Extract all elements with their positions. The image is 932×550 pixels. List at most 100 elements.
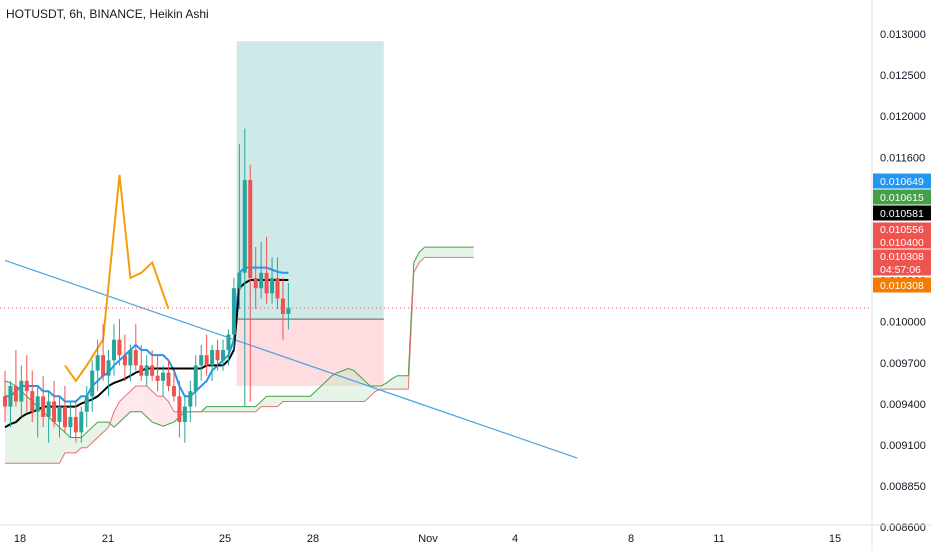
cloud-segment [261,396,267,407]
candle-body [210,350,215,366]
senkou-span-a [4,246,474,438]
price-tag [873,262,931,276]
cloud-segment [163,396,169,427]
time-tick-label: 8 [628,533,634,545]
candle-body [24,380,29,392]
price-tick-label: 0.011600 [880,152,925,164]
candle-body [253,277,258,289]
time-axis: 18 21 25 28 Nov 4 8 11 15 [0,524,932,545]
cloud-segment [451,247,458,258]
cloud-segment [375,386,382,392]
target-zone [236,41,384,320]
candle-body [270,277,275,294]
cloud-segment [59,427,65,464]
cloud-segment [130,386,136,412]
candle-body [259,272,264,289]
price-tag [873,173,931,189]
cloud-segment [446,247,452,258]
cloud-segment [462,247,469,258]
candle-body [226,334,231,350]
cloud-segment [228,406,234,412]
candle-body [231,288,236,335]
tenkan-sen-line [5,266,289,403]
price-tick-label: 0.009400 [880,399,926,411]
candle-body [35,396,40,412]
candle-body [275,277,280,299]
price-tick-label: 0.012500 [880,70,926,82]
cloud-segment [37,406,44,464]
price-tag-label: 0.010308 [880,280,924,292]
cloud-segment [206,406,213,412]
cloud-segment [141,386,147,417]
candle-body [177,396,182,423]
time-tick-label: 25 [219,533,231,545]
cloud-segment [337,370,343,402]
price-tick-label: 0.013000 [880,29,926,41]
candle-body [62,406,67,428]
time-tick-label: 28 [307,533,319,545]
candle-body [204,355,209,366]
time-tick-label: Nov [418,533,438,545]
cloud-segment [255,401,262,412]
price-tick-label: 0.010000 [880,317,926,329]
cloud-segment [97,422,104,438]
price-tag-label: 0.010615 [880,192,924,204]
position-zones [236,41,384,387]
price-tag [873,205,931,221]
candle-body [128,350,133,366]
candle-body [144,365,149,376]
cloud-segment [86,427,93,448]
cloud-segment [277,396,283,407]
price-tag [873,222,931,236]
time-tick-label: 11 [713,533,724,545]
cloud-segment [430,247,436,258]
cloud-segment [391,375,398,390]
cloud-segment [288,396,294,402]
price-tick-label: 0.009700 [880,358,926,370]
orange-indicator-line [64,174,170,383]
price-tag-label: 0.010400 [880,237,924,249]
candle-body [237,272,242,289]
candle-body [242,180,247,273]
cloud-segment [321,380,327,402]
candle-body [117,339,122,356]
price-tag [873,249,931,263]
candle-body [193,365,198,392]
price-tick-label: 0.008850 [880,481,926,493]
candle-body [248,180,253,278]
time-tick-label: 15 [829,533,841,545]
cloud-segment [15,386,22,464]
candle-body [182,406,187,423]
cloud-segment [223,406,229,412]
indicator-lines [0,174,872,459]
candle-body [90,370,95,397]
cloud-segment [244,406,251,412]
cloud-segment [441,247,447,258]
cloud-segment [92,422,98,443]
candle-body [133,350,138,366]
price-tag-label: 0.010649 [880,176,924,188]
cloud-segment [266,396,273,407]
senkou-span-b [5,256,474,464]
price-tag [873,189,931,205]
cloud-segment [152,391,158,425]
price-tag-label: 04:57:06 [880,264,921,276]
price-tick-label: 0.012000 [880,111,926,123]
cloud-segment [135,386,142,412]
candle-body [52,401,57,423]
candle-body [106,360,111,376]
candle-body [57,406,62,423]
cloud-segment [239,406,245,412]
candle-body [3,396,7,407]
price-tag-label: 0.010556 [880,224,924,236]
candle-body [79,411,84,433]
cloud-segment [348,368,354,402]
cloud-segment [103,422,109,433]
cloud-segment [168,401,174,425]
cloud-segment [310,391,316,402]
candle-body [161,372,166,381]
cloud-segment [250,406,256,412]
cloud-segment [299,396,305,402]
cloud-segment [468,247,474,258]
